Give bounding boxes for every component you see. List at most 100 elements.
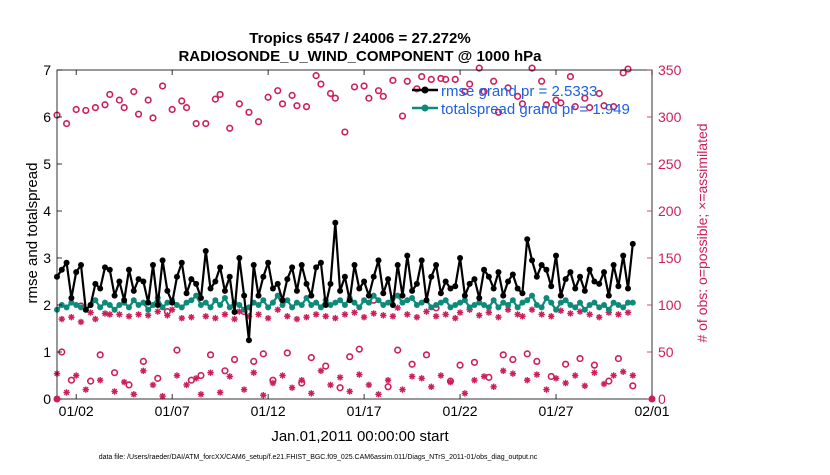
obs-possible-point [197,371,205,380]
series-point-rmse [169,299,176,306]
x-tick-label: 01/22 [443,403,478,419]
series-point-rmse [250,262,257,269]
series-point-totalspread [140,299,147,306]
obs-assimilated-stroke [87,309,94,316]
chart-title-line1: Tropics 6547 / 24006 = 27.272% [249,30,470,47]
obs-possible-point [264,93,272,101]
obs-possible-point [456,361,464,369]
series-point-rmse [241,292,248,299]
obs-assimilated-point [624,309,632,316]
obs-possible-point [600,102,608,110]
y-tick-label-left: 4 [43,203,51,219]
obs-possible-point [466,80,474,88]
series-point-rmse [389,302,396,308]
obs-assimilated-point [188,314,195,321]
series-point-rmse [457,255,464,261]
series-point-totalspread [481,302,488,308]
series-point-totalspread [610,299,617,306]
obs-assimilated-point [159,392,166,400]
series-point-rmse [557,292,564,299]
series-point-totalspread [625,299,632,306]
obs-assimilated-point [356,371,363,378]
series-point-totalspread [490,297,497,304]
obs-assimilated-point [269,379,277,387]
obs-possible-point [624,65,632,73]
obs-assimilated-stroke [423,308,430,315]
series-point-rmse [140,278,147,285]
obs-assimilated-point [130,391,137,398]
series-point-totalspread [327,302,334,308]
series-point-rmse [77,262,84,269]
obs-assimilated-stroke [207,369,214,376]
obs-assimilated-point [591,369,598,376]
obs-assimilated-point [404,311,411,318]
obs-assimilated-point [322,313,329,320]
obs-assimilated-stroke [274,306,281,313]
obs-assimilated-stroke [500,368,507,374]
obs-assimilated-point [63,389,70,396]
y-tick-label-right: 100 [658,297,682,313]
obs-assimilated-stroke [438,372,444,379]
obs-assimilated-point [548,313,555,320]
obs-assimilated-stroke [111,388,118,395]
obs-possible-point [418,72,426,81]
series-point-rmse [317,259,324,266]
series-point-rmse [351,262,358,269]
series-point-rmse [125,266,132,273]
series-point-totalspread [197,302,204,308]
obs-possible-point [62,119,71,128]
obs-assimilated-point [164,312,171,319]
obs-assimilated-stroke [145,312,151,319]
obs-assimilated-point [279,372,286,379]
series-point-totalspread [533,302,540,308]
series-point-rmse [553,252,560,259]
obs-assimilated-stroke [510,370,516,377]
series-point-rmse [231,309,238,316]
series-point-rmse [322,302,329,308]
series-point-totalspread [337,297,344,304]
obs-assimilated-point [509,370,517,377]
obs-possible-point [206,351,215,359]
obs-assimilated-stroke [68,314,75,321]
series-point-rmse [303,280,310,287]
series-point-totalspread [457,299,464,306]
series-point-rmse [625,285,632,292]
obs-assimilated-stroke [279,372,286,379]
series-point-rmse [490,285,497,292]
y-axis-label-left: rmse and totalspread [24,163,41,304]
obs-assimilated-point [284,313,291,320]
obs-assimilated-stroke [92,316,99,322]
obs-assimilated-stroke [193,375,199,382]
obs-possible-point [595,89,603,98]
series-point-rmse [212,278,219,285]
series-point-rmse [461,292,468,299]
obs-possible-point [566,72,575,81]
obs-assimilated-point [68,314,75,321]
obs-assimilated-stroke [303,314,310,321]
obs-possible-point [144,96,152,104]
series-point-totalspread [135,302,142,308]
obs-assimilated-stroke [217,389,223,396]
obs-assimilated-point [519,313,526,320]
series-point-rmse [82,306,89,313]
obs-possible-point [331,94,339,102]
obs-assimilated-point [154,308,161,315]
series-point-totalspread [385,299,392,306]
series-point-totalspread [207,304,214,311]
series-point-rmse [428,273,435,280]
series-point-totalspread [509,297,516,304]
obs-possible-point [398,112,407,120]
obs-assimilated-stroke [505,306,511,313]
series-point-totalspread [183,299,190,306]
series-point-rmse [485,273,492,280]
series-point-totalspread [605,306,612,313]
y-tick-label-left: 5 [43,156,51,172]
obs-assimilated-stroke [327,382,334,388]
series-point-rmse [514,285,521,292]
obs-assimilated-stroke [572,372,579,379]
obs-assimilated-point [399,386,406,393]
legend: rmse grand pr = 2.5333 totalspread grand… [412,83,630,118]
obs-assimilated-point [418,375,425,382]
series-point-totalspread [495,304,502,311]
